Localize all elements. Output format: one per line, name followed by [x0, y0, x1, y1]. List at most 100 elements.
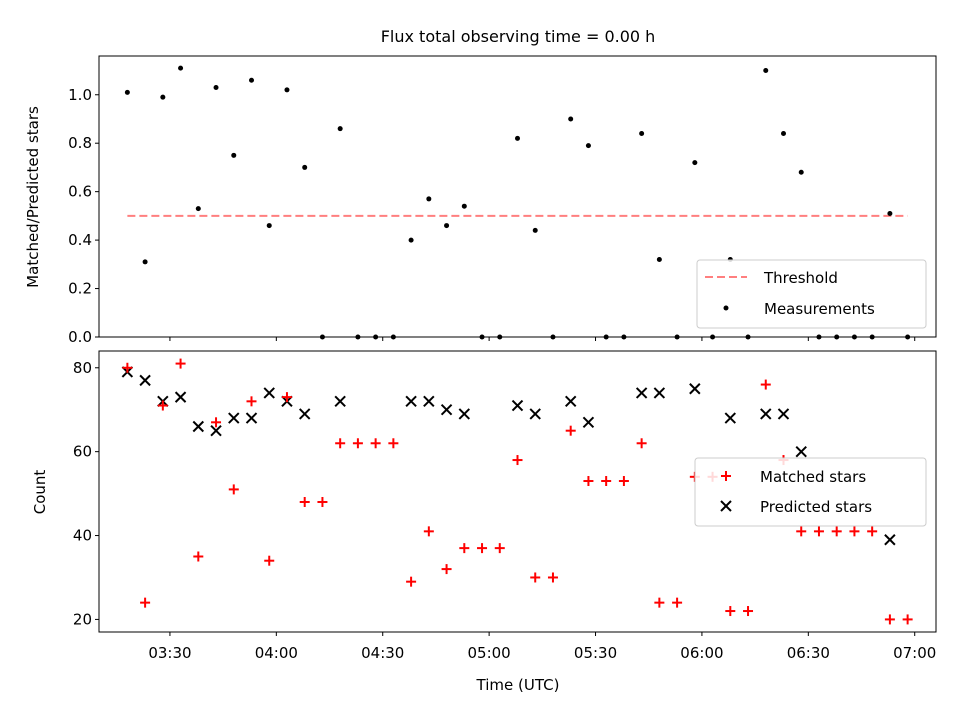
- predicted-star-point: [582, 416, 595, 429]
- measurement-point: [515, 135, 520, 141]
- matched-star-point: [246, 396, 257, 407]
- measurement-point: [178, 65, 184, 71]
- matched-star-point: [335, 438, 346, 449]
- top-axes-frame: [98, 55, 937, 338]
- cross-stroke-b: [405, 395, 417, 408]
- bottom-x-tick-label: 06:30: [787, 644, 830, 662]
- threshold-legend-label: Threshold: [763, 269, 838, 287]
- top-legend-box: [696, 259, 927, 329]
- cross-stroke-b: [795, 445, 807, 458]
- matched-legend-glyph: [721, 471, 731, 481]
- top-panel: Flux total observing time = 0.00 h 0.00.…: [24, 27, 937, 346]
- matched-star-point: [813, 526, 824, 537]
- predicted-legend-marker: [720, 500, 732, 512]
- predicted-star-point: [795, 445, 807, 458]
- predicted-star-point: [334, 395, 346, 408]
- predicted-star-point: [423, 395, 435, 408]
- cross-stroke-b: [458, 408, 471, 420]
- measurement-point: [160, 94, 166, 100]
- top-y-tick-label: 0.4: [68, 231, 92, 249]
- bottom-x-tick-label: 07:00: [893, 644, 936, 662]
- chart-title: Flux total observing time = 0.00 h: [381, 27, 656, 46]
- matched-star-point: [618, 476, 629, 487]
- matched-star-point: [849, 526, 860, 537]
- matched-star-point: [583, 476, 594, 487]
- measurement-point: [532, 227, 538, 233]
- bottom-y-tick-label: 20: [73, 610, 92, 628]
- cross-stroke-b: [564, 395, 577, 408]
- matched-star-point: [122, 362, 133, 373]
- predicted-star-point: [139, 374, 151, 387]
- matched-star-point: [228, 484, 239, 495]
- predicted-star-point: [511, 399, 524, 412]
- matched-star-point: [157, 400, 168, 411]
- cross-stroke-b: [635, 387, 648, 399]
- bottom-y-axis-label: Count: [31, 470, 49, 515]
- measurement-point: [656, 256, 662, 262]
- bottom-y-tick-label: 80: [73, 359, 92, 377]
- measurement-point: [585, 143, 591, 149]
- matched-legend-label: Matched stars: [760, 468, 866, 486]
- cross-stroke-b: [139, 374, 151, 387]
- matched-legend-marker: [721, 471, 731, 481]
- bottom-x-tick-label: 04:30: [361, 644, 404, 662]
- matched-star-point: [831, 526, 842, 537]
- matched-star-point: [352, 438, 363, 449]
- matched-star-point: [725, 606, 736, 617]
- predicted-star-point: [298, 408, 311, 420]
- predicted-star-point: [228, 412, 240, 424]
- bottom-x-tick-label: 04:00: [255, 644, 298, 662]
- matched-star-point: [264, 555, 275, 566]
- top-y-tick-label: 0.6: [68, 183, 92, 201]
- top-y-ticks: 0.0 0.2 0.4 0.6 0.8 1.0: [68, 86, 99, 346]
- matched-star-point: [902, 614, 913, 625]
- predicted-star-point: [689, 383, 701, 395]
- matched-star-point: [565, 425, 576, 436]
- predicted-star-point: [760, 408, 772, 420]
- measurement-point: [692, 160, 698, 166]
- matched-star-point: [477, 543, 488, 554]
- matched-star-point: [760, 379, 771, 390]
- measurement-point: [426, 196, 432, 202]
- measurement-point: [887, 210, 893, 216]
- measurement-point: [444, 223, 450, 229]
- measurements-legend-label: Measurements: [764, 300, 875, 318]
- predicted-star-point: [192, 420, 205, 433]
- bottom-y-ticks: 20 40 60 80: [73, 359, 99, 628]
- predicted-star-point: [724, 412, 737, 424]
- measurement-point: [337, 126, 343, 132]
- predicted-star-point: [263, 387, 275, 399]
- predicted-star-point: [529, 408, 541, 420]
- cross-stroke-b: [245, 412, 258, 424]
- cross-stroke-b: [582, 416, 595, 429]
- bottom-x-ticks: 03:30 04:00 04:30 05:00 05:30 06:00 06:30 07:00: [148, 632, 936, 662]
- measurement-point: [302, 164, 308, 170]
- matched-star-point: [672, 597, 683, 608]
- bottom-plot-area: [121, 358, 913, 625]
- predicted-star-point: [458, 408, 471, 420]
- predicted-star-point: [245, 412, 258, 424]
- cross-stroke-b: [720, 500, 732, 512]
- top-y-tick-label: 1.0: [68, 86, 92, 104]
- measurement-point: [124, 89, 130, 95]
- predicted-star-point: [884, 534, 896, 546]
- predicted-star-point: [440, 404, 453, 416]
- measurement-point: [195, 206, 201, 212]
- cross-stroke-b: [174, 391, 187, 403]
- matched-star-point: [423, 526, 434, 537]
- top-plot-area: [124, 65, 911, 340]
- bottom-x-tick-label: 05:30: [574, 644, 617, 662]
- top-y-axis-label: Matched/Predicted stars: [24, 106, 42, 288]
- cross-stroke-b: [777, 408, 790, 420]
- measurement-point: [798, 169, 804, 175]
- matched-star-point: [884, 614, 895, 625]
- cross-stroke-b: [760, 408, 772, 420]
- matched-star-point: [547, 572, 558, 583]
- cross-stroke-b: [440, 404, 453, 416]
- cross-stroke-b: [689, 383, 701, 395]
- measurements-legend-marker: [723, 305, 729, 311]
- bottom-x-tick-label: 05:00: [468, 644, 511, 662]
- predicted-star-point: [777, 408, 790, 420]
- measurement-point: [408, 237, 414, 243]
- cross-stroke-b: [192, 420, 205, 433]
